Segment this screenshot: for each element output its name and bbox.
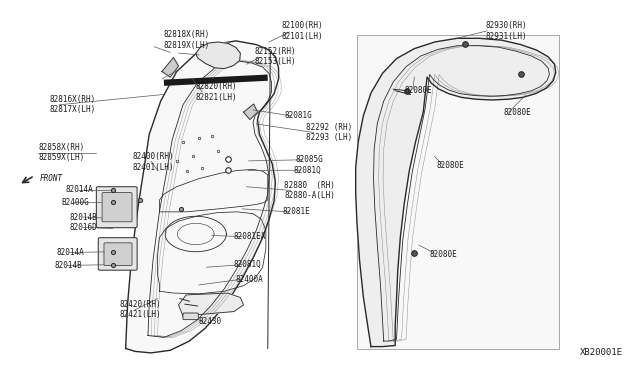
Polygon shape (356, 38, 556, 347)
Text: 82081G: 82081G (285, 111, 313, 121)
FancyBboxPatch shape (97, 187, 137, 228)
Text: 82880  (RH)
82880-A(LH): 82880 (RH) 82880-A(LH) (284, 181, 335, 200)
Text: 82400(RH)
82401(LH): 82400(RH) 82401(LH) (132, 152, 173, 172)
Polygon shape (196, 42, 241, 68)
Text: 82100(RH)
82101(LH): 82100(RH) 82101(LH) (282, 21, 323, 41)
Text: 82152(RH)
82153(LH): 82152(RH) 82153(LH) (254, 47, 296, 67)
Text: 82400A: 82400A (236, 275, 264, 283)
Text: 82081Q: 82081Q (294, 166, 322, 174)
FancyBboxPatch shape (104, 243, 132, 265)
Text: B2400G: B2400G (61, 198, 89, 207)
Text: 82816X(RH)
82817X(LH): 82816X(RH) 82817X(LH) (49, 95, 95, 115)
Polygon shape (162, 58, 179, 77)
Text: FRONT: FRONT (40, 174, 63, 183)
Text: 82858X(RH)
82859X(LH): 82858X(RH) 82859X(LH) (38, 143, 84, 163)
Text: 82818X(RH)
82819X(LH): 82818X(RH) 82819X(LH) (164, 31, 210, 50)
Text: 82080E: 82080E (504, 108, 531, 117)
Text: 82820(RH)
82821(LH): 82820(RH) 82821(LH) (196, 82, 237, 102)
FancyBboxPatch shape (99, 238, 137, 270)
Text: 82420(RH)
82421(LH): 82420(RH) 82421(LH) (119, 300, 161, 320)
Text: 82014A: 82014A (65, 185, 93, 194)
Bar (357, 35, 559, 349)
Text: 82080E: 82080E (436, 161, 465, 170)
Text: 82014B: 82014B (54, 261, 82, 270)
FancyBboxPatch shape (102, 193, 132, 222)
Text: 82081EA: 82081EA (234, 232, 266, 241)
FancyBboxPatch shape (183, 313, 198, 320)
Text: 82085G: 82085G (296, 155, 324, 164)
Text: 82430: 82430 (199, 317, 222, 326)
Polygon shape (179, 293, 244, 316)
Text: 82081E: 82081E (282, 207, 310, 217)
Text: 82014B: 82014B (70, 213, 97, 222)
Text: 82014A: 82014A (57, 248, 84, 257)
Text: 82930(RH)
82931(LH): 82930(RH) 82931(LH) (486, 21, 527, 41)
Text: 82081Q: 82081Q (234, 260, 262, 269)
Polygon shape (125, 41, 278, 353)
Text: 82292 (RH)
82293 (LH): 82292 (RH) 82293 (LH) (306, 123, 352, 142)
Text: 82080E: 82080E (429, 250, 458, 259)
Text: 82080E: 82080E (404, 86, 433, 94)
Polygon shape (244, 104, 257, 119)
Text: 82016D: 82016D (70, 223, 97, 232)
Text: XB20001E: XB20001E (580, 347, 623, 357)
